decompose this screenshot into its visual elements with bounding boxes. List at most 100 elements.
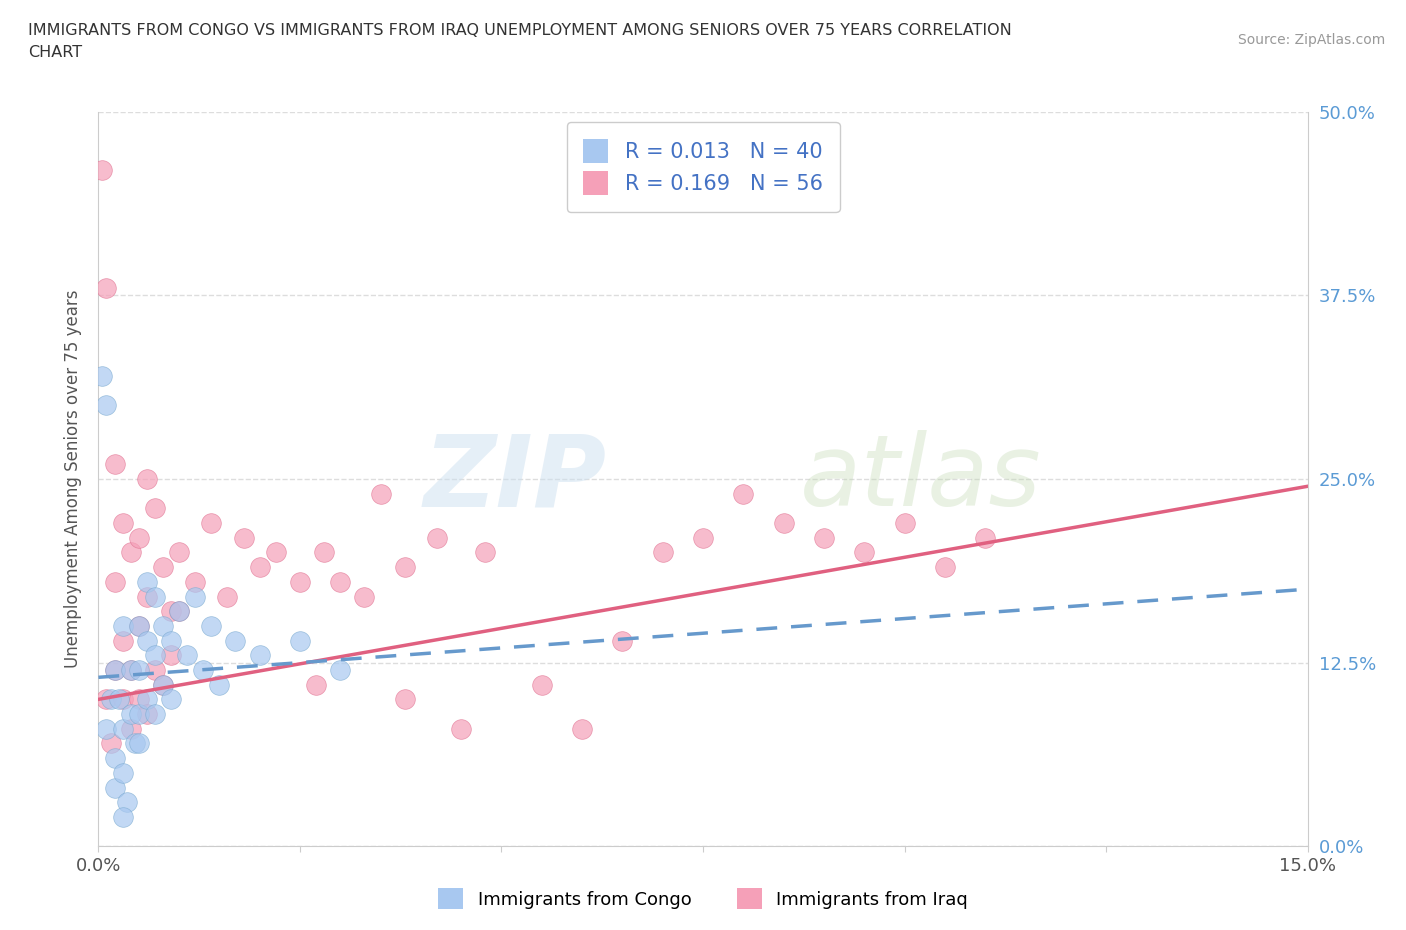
Point: [426, 530, 449, 545]
Point: [143, 589, 166, 604]
Point: [193, 662, 215, 677]
Point: [217, 589, 239, 604]
Point: [249, 648, 271, 663]
Point: [160, 692, 183, 707]
Point: [224, 633, 246, 648]
Point: [200, 515, 222, 530]
Point: [128, 692, 150, 707]
Point: [96, 281, 118, 296]
Text: ZIP: ZIP: [423, 431, 606, 527]
Point: [692, 530, 714, 545]
Point: [200, 618, 222, 633]
Point: [314, 545, 336, 560]
Point: [115, 795, 138, 810]
Point: [394, 560, 416, 575]
Point: [135, 589, 157, 604]
Point: [288, 633, 311, 648]
Point: [120, 707, 142, 722]
Point: [111, 618, 134, 633]
Point: [813, 530, 835, 545]
Point: [184, 589, 207, 604]
Point: [103, 751, 125, 765]
Point: [733, 486, 755, 501]
Point: [167, 604, 190, 618]
Point: [530, 677, 553, 692]
Point: [128, 618, 150, 633]
Point: [135, 633, 157, 648]
Point: [394, 692, 416, 707]
Point: [160, 633, 183, 648]
Point: [167, 604, 190, 618]
Point: [612, 633, 634, 648]
Point: [103, 780, 125, 795]
Point: [160, 648, 183, 663]
Point: [128, 530, 150, 545]
Point: [103, 662, 125, 677]
Point: [152, 677, 174, 692]
Point: [96, 722, 118, 737]
Point: [135, 472, 157, 486]
Point: [128, 662, 150, 677]
Point: [249, 560, 271, 575]
Point: [160, 604, 183, 618]
Point: [100, 692, 122, 707]
Point: [103, 575, 125, 590]
Point: [772, 515, 794, 530]
Point: [167, 545, 190, 560]
Point: [91, 368, 114, 383]
Point: [152, 677, 174, 692]
Point: [264, 545, 287, 560]
Point: [184, 575, 207, 590]
Point: [111, 633, 134, 648]
Point: [120, 722, 142, 737]
Legend: Immigrants from Congo, Immigrants from Iraq: Immigrants from Congo, Immigrants from I…: [430, 881, 976, 916]
Text: IMMIGRANTS FROM CONGO VS IMMIGRANTS FROM IRAQ UNEMPLOYMENT AMONG SENIORS OVER 75: IMMIGRANTS FROM CONGO VS IMMIGRANTS FROM…: [28, 23, 1012, 38]
Text: Source: ZipAtlas.com: Source: ZipAtlas.com: [1237, 33, 1385, 46]
Point: [111, 515, 134, 530]
Point: [135, 707, 157, 722]
Point: [128, 736, 150, 751]
Text: atlas: atlas: [800, 431, 1042, 527]
Point: [474, 545, 496, 560]
Point: [135, 575, 157, 590]
Point: [853, 545, 876, 560]
Point: [143, 662, 166, 677]
Point: [103, 662, 125, 677]
Point: [120, 662, 142, 677]
Point: [111, 692, 134, 707]
Point: [120, 662, 142, 677]
Point: [329, 575, 352, 590]
Point: [128, 707, 150, 722]
Point: [152, 618, 174, 633]
Point: [128, 618, 150, 633]
Point: [370, 486, 392, 501]
Point: [208, 677, 231, 692]
Point: [111, 765, 134, 780]
Point: [232, 530, 254, 545]
Point: [96, 692, 118, 707]
Point: [103, 457, 125, 472]
Point: [120, 545, 142, 560]
Point: [143, 648, 166, 663]
Point: [96, 398, 118, 413]
Point: [305, 677, 328, 692]
Point: [100, 736, 122, 751]
Point: [329, 662, 352, 677]
Point: [111, 809, 134, 824]
Point: [107, 692, 129, 707]
Point: [571, 722, 593, 737]
Point: [353, 589, 375, 604]
Point: [651, 545, 673, 560]
Point: [450, 722, 472, 737]
Point: [893, 515, 915, 530]
Point: [111, 722, 134, 737]
Point: [143, 501, 166, 516]
Point: [124, 736, 146, 751]
Point: [143, 707, 166, 722]
Point: [288, 575, 311, 590]
Point: [974, 530, 997, 545]
Text: CHART: CHART: [28, 45, 82, 60]
Point: [91, 163, 114, 178]
Point: [152, 560, 174, 575]
Point: [176, 648, 198, 663]
